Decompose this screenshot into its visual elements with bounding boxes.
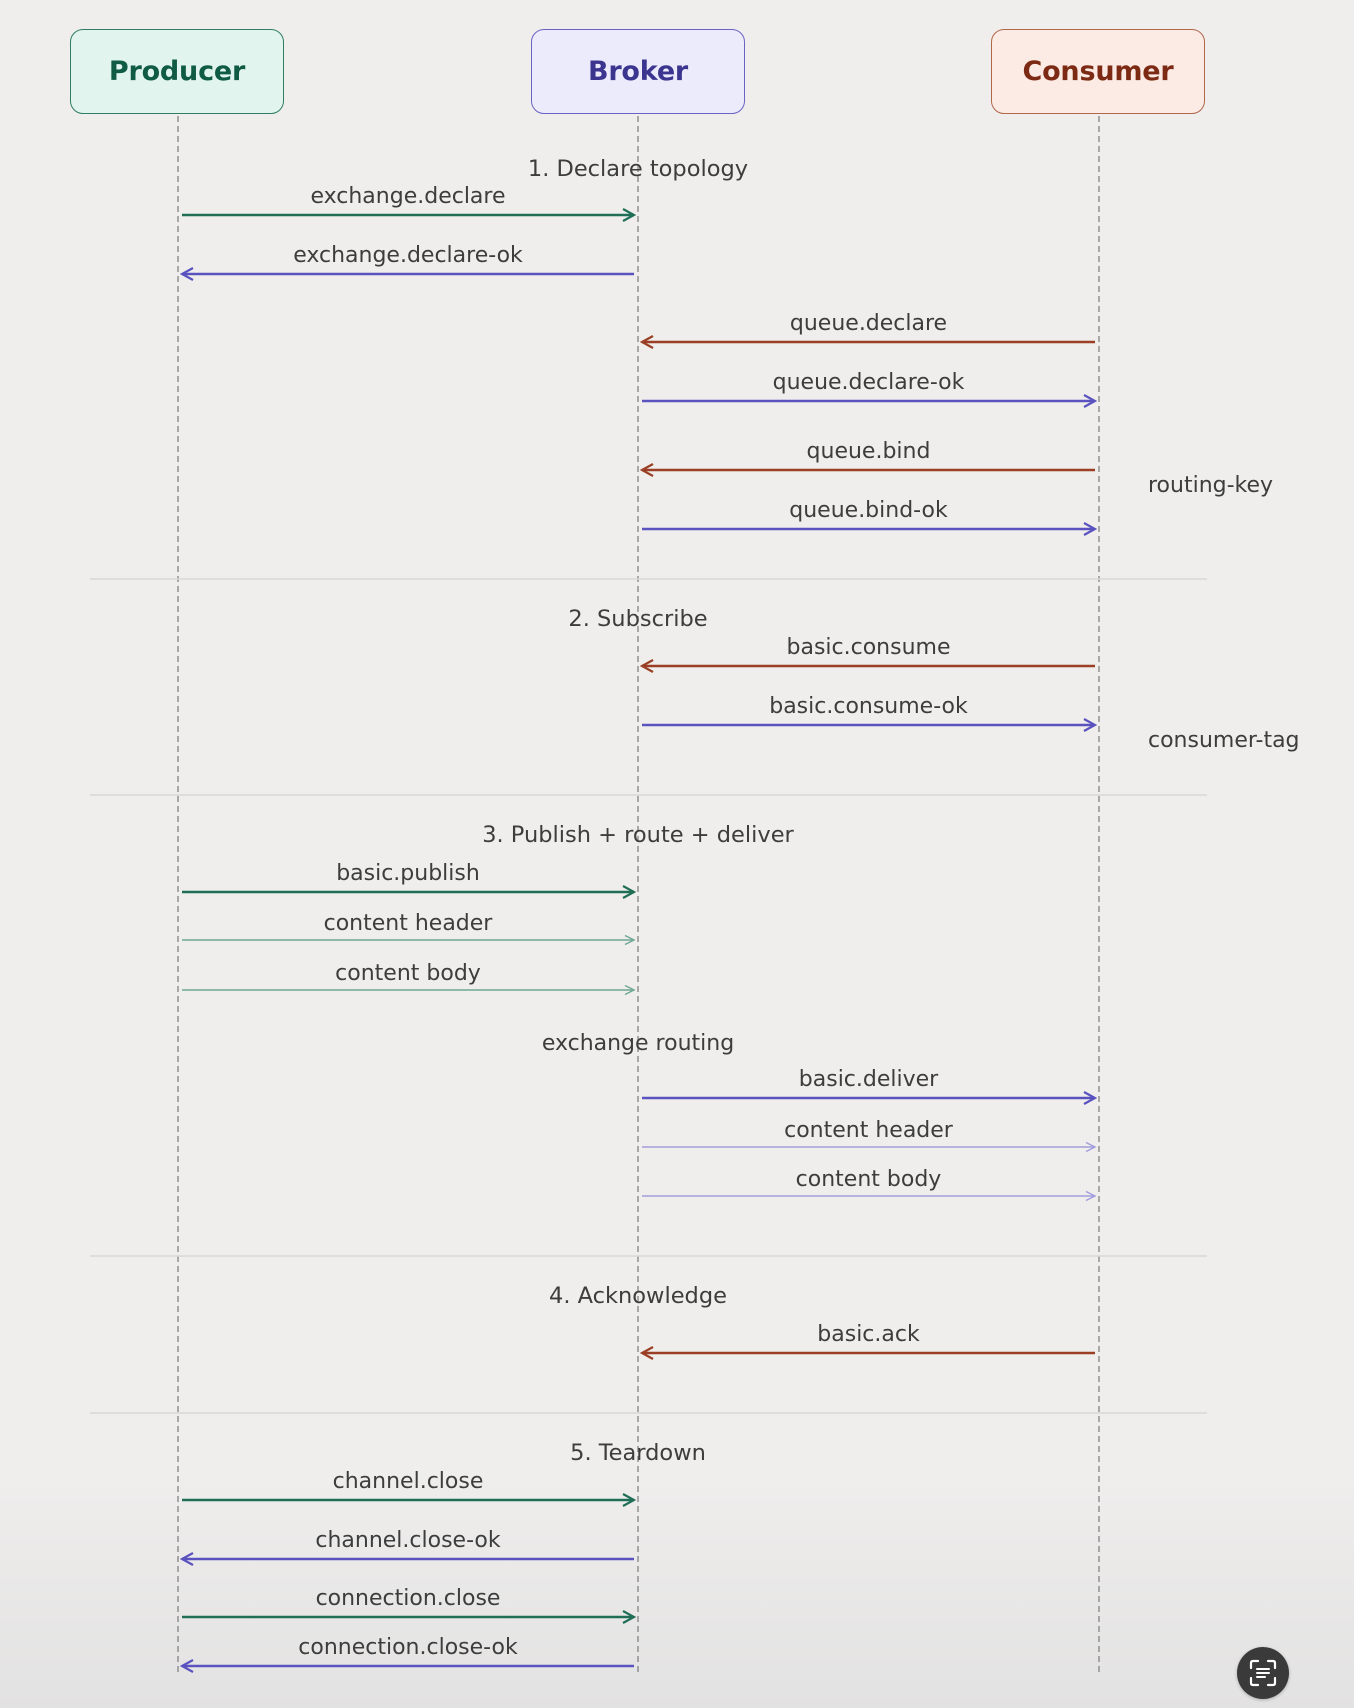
participant-consumer: Consumer — [991, 29, 1205, 114]
participant-producer-label: Producer — [108, 56, 246, 87]
message-label: channel.close-ok — [315, 1528, 501, 1553]
message-label: exchange.declare — [310, 184, 505, 209]
message-label: basic.consume-ok — [769, 694, 968, 719]
message-label: exchange.declare-ok — [293, 243, 523, 268]
message-label: connection.close — [316, 1586, 501, 1611]
section-title: 1. Declare topology — [528, 156, 748, 182]
message-label: connection.close-ok — [298, 1635, 518, 1660]
participant-broker-label: Broker — [587, 56, 689, 87]
note-label: exchange routing — [542, 1031, 734, 1056]
message-label: basic.publish — [336, 861, 480, 886]
participant-broker: Broker — [531, 29, 745, 114]
message-label: queue.declare — [790, 311, 947, 336]
section-title: 4. Acknowledge — [549, 1283, 727, 1309]
message-label: content body — [335, 961, 481, 986]
message-label: content body — [796, 1167, 942, 1192]
note-label: routing-key — [1148, 473, 1273, 498]
message-label: content header — [324, 911, 494, 936]
section-title: 2. Subscribe — [568, 606, 707, 632]
message-label: basic.consume — [787, 635, 951, 660]
message-label: basic.deliver — [799, 1067, 939, 1092]
message-label: basic.ack — [817, 1322, 920, 1347]
text-scan-icon — [1249, 1659, 1277, 1687]
message-label: queue.bind-ok — [789, 498, 948, 523]
message-label: channel.close — [333, 1469, 484, 1494]
text-scan-button[interactable] — [1237, 1647, 1289, 1699]
message-label: queue.bind — [807, 439, 931, 464]
message-label: content header — [784, 1118, 954, 1143]
participant-producer: Producer — [70, 29, 284, 114]
participant-consumer-label: Consumer — [1022, 56, 1174, 87]
note-label: consumer-tag — [1148, 728, 1300, 753]
section-title: 5. Teardown — [570, 1440, 706, 1466]
section-title: 3. Publish + route + deliver — [482, 822, 794, 848]
message-label: queue.declare-ok — [773, 370, 965, 395]
